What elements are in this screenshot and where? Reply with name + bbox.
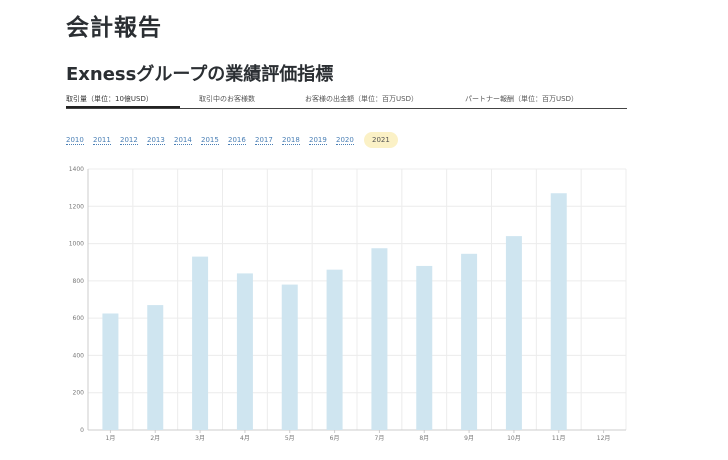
x-tick-label: 1月 [106,435,116,442]
bar-7 [371,248,388,430]
x-tick-label: 6月 [330,435,340,442]
metric-tabs: 取引量（単位：10億USD） 取引中のお客様数 お客様の出金額（単位：百万USD… [66,92,627,109]
x-tick-label: 5月 [285,435,295,442]
tab-active-clients[interactable]: 取引中のお客様数 [199,95,255,103]
active-tab-indicator [66,106,180,108]
y-tick-label: 400 [73,352,85,359]
section-title: Exnessグループの業績評価指標 [66,64,334,85]
x-tick-label: 10月 [507,435,521,442]
tab-partner-rewards[interactable]: パートナー報酬（単位：百万USD） [465,95,578,103]
bar-9 [461,253,478,430]
x-tick-label: 11月 [552,435,566,442]
bar-5 [281,284,298,430]
bar-4 [236,273,253,430]
year-2018[interactable]: 2018 [282,136,300,145]
bar-2 [147,305,164,430]
y-tick-label: 800 [73,278,85,285]
page-title: 会計報告 [66,15,162,41]
y-tick-label: 200 [73,390,85,397]
year-2017[interactable]: 2017 [255,136,273,145]
year-2020[interactable]: 2020 [336,136,354,145]
x-tick-label: 3月 [195,435,205,442]
year-2012[interactable]: 2012 [120,136,138,145]
y-tick-label: 1400 [69,166,84,173]
bar-6 [326,269,343,430]
year-2011[interactable]: 2011 [93,136,111,145]
bar-3 [192,256,209,430]
tab-client-withdrawals[interactable]: お客様の出金額（単位：百万USD） [305,95,418,103]
bar-1 [102,313,119,430]
bar-10 [505,236,522,430]
x-tick-label: 7月 [375,435,385,442]
year-2014[interactable]: 2014 [174,136,192,145]
year-2015[interactable]: 2015 [201,136,219,145]
bar-8 [416,265,433,430]
y-tick-label: 600 [73,315,85,322]
year-2021-selected[interactable]: 2021 [364,132,398,148]
x-tick-label: 4月 [240,435,250,442]
x-tick-label: 12月 [597,435,611,442]
x-tick-label: 9月 [464,435,474,442]
x-tick-label: 8月 [419,435,429,442]
y-tick-label: 1200 [69,203,84,210]
year-2016[interactable]: 2016 [228,136,246,145]
year-2019[interactable]: 2019 [309,136,327,145]
y-tick-label: 1000 [69,241,84,248]
year-2013[interactable]: 2013 [147,136,165,145]
y-tick-label: 0 [80,427,84,434]
bar-11 [550,193,567,430]
year-2010[interactable]: 2010 [66,136,84,145]
x-tick-label: 2月 [150,435,160,442]
tab-trading-volume[interactable]: 取引量（単位：10億USD） [66,95,153,103]
